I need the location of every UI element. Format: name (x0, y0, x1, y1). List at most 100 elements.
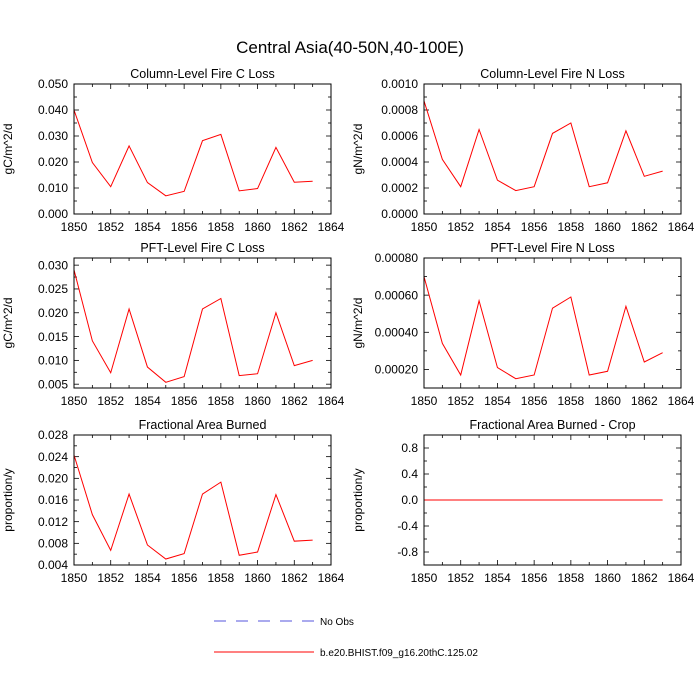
x-tick-label: 1860 (244, 394, 271, 408)
x-tick-label: 1854 (134, 220, 161, 234)
y-tick-label: 0.028 (38, 428, 68, 442)
y-tick-label: -0.8 (397, 545, 418, 559)
panel-4: PFT-Level Fire N Loss gN/m^2/d 1850 1852 185… (351, 241, 695, 408)
x-tick-label: 1862 (631, 220, 658, 234)
legend-label: No Obs (320, 617, 354, 628)
y-tick-label: 0.005 (38, 377, 68, 391)
x-tick-label: 1862 (281, 220, 308, 234)
plot-frame (423, 434, 682, 566)
x-tick-label: 1852 (97, 571, 124, 585)
y-tick-label: 0.020 (38, 306, 68, 320)
x-tick-label: 1856 (171, 571, 198, 585)
x-tick-label: 1856 (171, 394, 198, 408)
x-tick-label: 1854 (484, 571, 511, 585)
x-tick-label: 1854 (134, 571, 161, 585)
x-tick-label: 1860 (594, 220, 621, 234)
y-tick-label: 0.00040 (375, 325, 419, 339)
legend-group: No Obs b.e20.BHIST.f09_g16.20thC.125.02 (214, 617, 478, 659)
plot-frame (73, 83, 332, 215)
x-tick-label: 1850 (61, 220, 88, 234)
plot-frame (73, 434, 332, 566)
y-tick-label: 0.040 (38, 103, 68, 117)
panel-6: Fractional Area Burned - Crop proportion/… (351, 418, 695, 585)
y-tick-label: 0.050 (38, 77, 68, 91)
y-axis-label: gN/m^2/d (351, 124, 365, 175)
x-tick-label: 1864 (668, 220, 695, 234)
panel-title: Fractional Area Burned (139, 418, 267, 432)
x-tick-label: 1850 (61, 394, 88, 408)
y-tick-label: 0.030 (38, 129, 68, 143)
panel-title: Fractional Area Burned - Crop (469, 418, 635, 432)
x-tick-label: 1858 (558, 394, 585, 408)
x-tick-label: 1850 (61, 571, 88, 585)
series-line-1 (423, 276, 663, 380)
x-tick-label: 1860 (244, 571, 271, 585)
x-tick-label: 1854 (134, 394, 161, 408)
plot-frame (423, 83, 682, 215)
panel-3: PFT-Level Fire C Loss gC/m^2/d 1850 1852 185… (1, 241, 345, 408)
y-tick-label: 0.0 (401, 493, 418, 507)
y-tick-label: 0.00080 (375, 251, 419, 265)
y-tick-label: 0.0006 (381, 129, 418, 143)
panel-title: PFT-Level Fire C Loss (140, 241, 264, 255)
x-tick-label: 1852 (447, 220, 474, 234)
y-tick-label: 0.0000 (381, 207, 418, 221)
y-tick-label: 0.0010 (381, 77, 418, 91)
x-tick-label: 1850 (411, 394, 438, 408)
x-tick-label: 1852 (447, 571, 474, 585)
x-tick-label: 1860 (244, 220, 271, 234)
x-tick-label: 1854 (484, 394, 511, 408)
y-tick-label: 0.4 (401, 467, 418, 481)
y-tick-label: 0.025 (38, 282, 68, 296)
x-tick-label: 1856 (171, 220, 198, 234)
y-tick-label: 0.012 (38, 515, 68, 529)
y-tick-label: 0.010 (38, 181, 68, 195)
y-tick-label: 0.00060 (375, 288, 419, 302)
y-tick-label: 0.0008 (381, 103, 418, 117)
y-tick-label: 0.004 (38, 558, 68, 572)
legend-entry-2: b.e20.BHIST.f09_g16.20thC.125.02 (214, 648, 478, 659)
y-tick-label: 0.024 (38, 450, 68, 464)
plot-frame (423, 257, 682, 389)
legend-entry-1: No Obs (214, 617, 354, 628)
series-line-1 (73, 454, 313, 560)
series-line-1 (73, 269, 313, 383)
y-tick-label: 0.010 (38, 354, 68, 368)
x-tick-label: 1852 (447, 394, 474, 408)
y-tick-label: 0.008 (38, 537, 68, 551)
panel-title: Column-Level Fire C Loss (130, 67, 275, 81)
y-tick-label: 0.020 (38, 155, 68, 169)
y-axis-label: proportion/y (351, 468, 365, 531)
x-tick-label: 1860 (594, 571, 621, 585)
x-tick-label: 1864 (318, 220, 345, 234)
y-axis-label: gC/m^2/d (1, 298, 15, 349)
x-tick-label: 1854 (484, 220, 511, 234)
x-tick-label: 1856 (521, 394, 548, 408)
figure-title: Central Asia(40-50N,40-100E) (236, 38, 464, 57)
legend-label: b.e20.BHIST.f09_g16.20thC.125.02 (320, 648, 478, 659)
series-line-1 (423, 100, 663, 192)
y-tick-label: 0.0004 (381, 155, 418, 169)
x-tick-label: 1864 (668, 394, 695, 408)
panels-group: Column-Level Fire C Loss gC/m^2/d 1850 1852… (1, 67, 695, 585)
plot-frame (73, 257, 332, 389)
x-tick-label: 1862 (281, 394, 308, 408)
panel-1: Column-Level Fire C Loss gC/m^2/d 1850 1852… (1, 67, 345, 234)
x-tick-label: 1864 (318, 394, 345, 408)
y-tick-label: 0.016 (38, 493, 68, 507)
x-tick-label: 1858 (208, 394, 235, 408)
x-tick-label: 1862 (631, 571, 658, 585)
y-tick-label: 0.00020 (375, 363, 419, 377)
y-tick-label: 0.015 (38, 330, 68, 344)
panel-title: PFT-Level Fire N Loss (490, 241, 614, 255)
x-tick-label: 1852 (97, 394, 124, 408)
x-tick-label: 1864 (668, 571, 695, 585)
x-tick-label: 1864 (318, 571, 345, 585)
x-tick-label: 1858 (558, 220, 585, 234)
y-axis-label: gN/m^2/d (351, 298, 365, 349)
x-tick-label: 1862 (281, 571, 308, 585)
x-tick-label: 1860 (594, 394, 621, 408)
y-tick-label: 0.8 (401, 441, 418, 455)
